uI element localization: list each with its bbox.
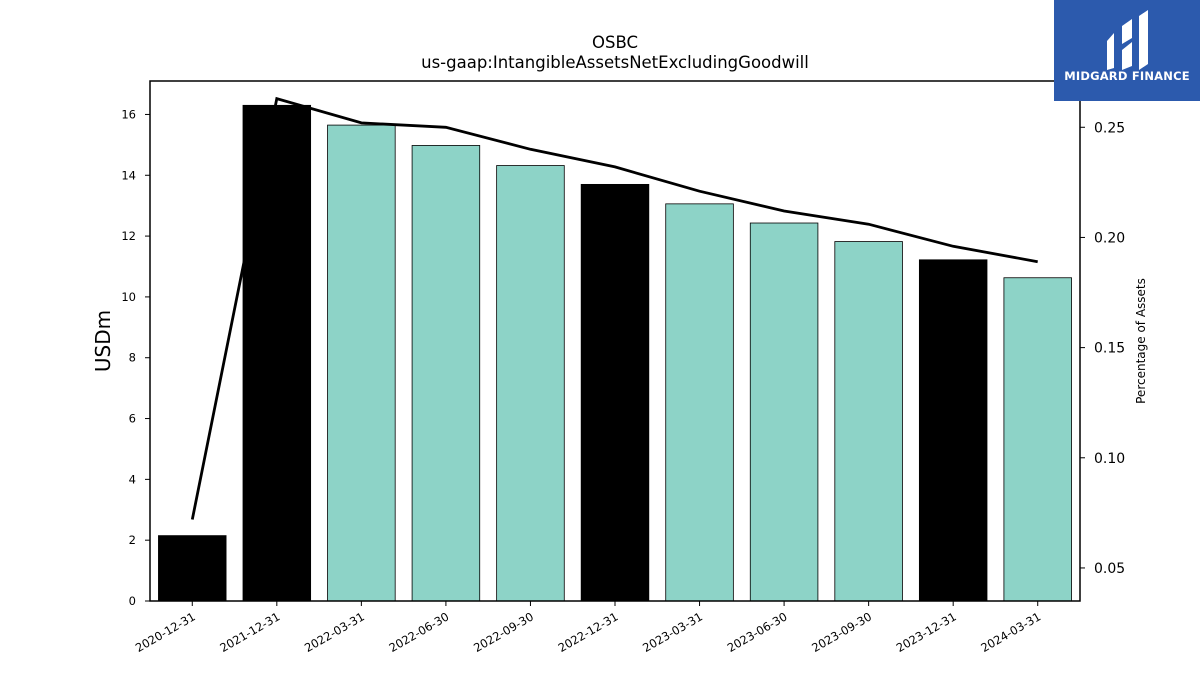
bars-group xyxy=(158,104,1072,602)
midgard-finance-logo: MIDGARD FINANCE xyxy=(1054,0,1200,101)
bar xyxy=(749,222,819,602)
x-tick-label: 2023-03-31 xyxy=(640,609,705,655)
x-tick-label: 2024-03-31 xyxy=(978,609,1043,655)
bar xyxy=(496,165,565,602)
y2-tick-label: 0.10 xyxy=(1094,451,1125,467)
bar xyxy=(580,183,650,602)
y-axis: 0 2 4 6 8 10 12 14 16 xyxy=(121,107,150,608)
logo-text: MIDGARD FINANCE xyxy=(1064,69,1190,83)
bar xyxy=(242,104,312,602)
y2-axis: 0.05 0.10 0.15 0.20 0.25 xyxy=(1080,120,1125,577)
x-tick-label: 2022-03-31 xyxy=(302,609,367,655)
chart-title: OSBC xyxy=(592,33,638,52)
chart-subtitle: us-gaap:IntangibleAssetsNetExcludingGood… xyxy=(421,53,809,72)
x-tick-label: 2022-06-30 xyxy=(387,609,452,655)
y-axis-label: USDm xyxy=(91,310,115,372)
y-tick-label: 12 xyxy=(121,229,136,243)
x-tick-label: 2022-09-30 xyxy=(471,609,536,655)
x-tick-label: 2022-12-31 xyxy=(556,609,621,655)
x-tick-label: 2021-12-31 xyxy=(217,609,282,655)
bar xyxy=(327,124,396,602)
y-tick-label: 10 xyxy=(121,290,136,304)
bar xyxy=(834,241,903,602)
bar xyxy=(918,259,988,602)
x-tick-label: 2020-12-31 xyxy=(133,609,198,655)
y-tick-label: 6 xyxy=(129,412,136,426)
y2-tick-label: 0.25 xyxy=(1094,120,1125,136)
x-tick-label: 2023-06-30 xyxy=(725,609,790,655)
bar xyxy=(1003,277,1072,602)
y2-tick-label: 0.20 xyxy=(1094,230,1125,246)
y-tick-label: 4 xyxy=(129,472,136,486)
x-axis: 2020-12-31 2021-12-31 2022-03-31 2022-06-30… xyxy=(133,601,1043,655)
y-tick-label: 0 xyxy=(129,594,136,608)
x-tick-label: 2023-09-30 xyxy=(809,609,874,655)
bar xyxy=(158,535,227,602)
midgard-logo-icon xyxy=(1107,10,1148,70)
percentage-line xyxy=(190,96,1038,520)
y2-tick-label: 0.05 xyxy=(1094,561,1125,577)
y-tick-label: 2 xyxy=(129,533,136,547)
bar xyxy=(665,203,734,602)
y-tick-label: 16 xyxy=(121,107,136,121)
bar xyxy=(411,145,481,602)
y2-axis-label: Percentage of Assets xyxy=(1134,278,1148,404)
x-tick-label: 2023-12-31 xyxy=(894,609,959,655)
y2-tick-label: 0.15 xyxy=(1094,341,1125,357)
y-tick-label: 14 xyxy=(121,168,136,182)
line-group xyxy=(190,96,1038,520)
y-tick-label: 8 xyxy=(129,351,136,365)
